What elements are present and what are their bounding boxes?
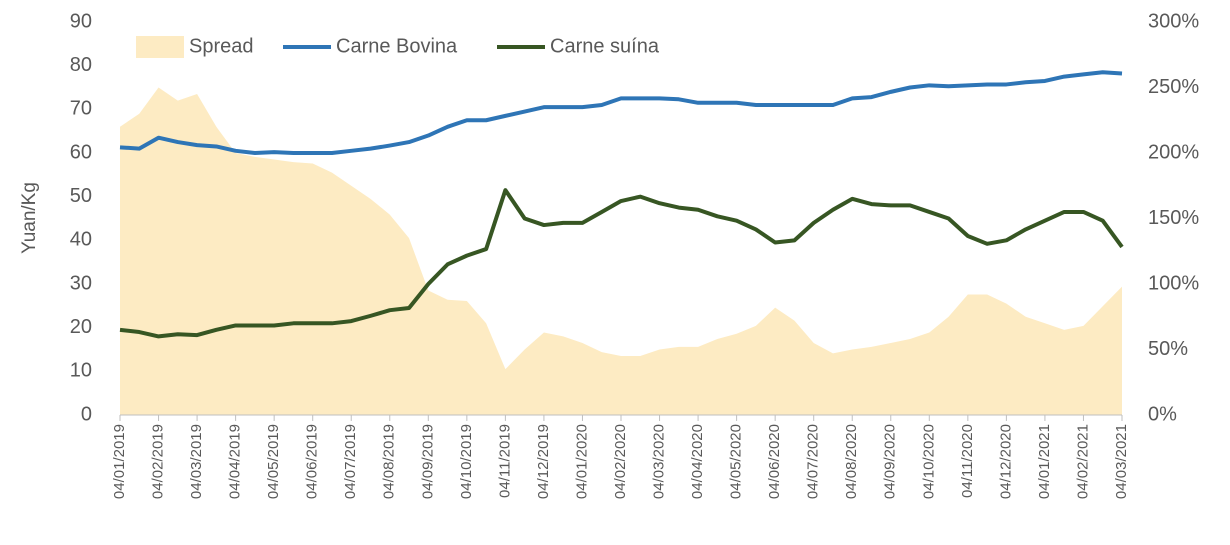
x-tick-label: 04/01/2021 [1036,424,1053,499]
y-axis-label: Yuan/Kg [19,182,40,254]
x-tick-label: 04/09/2019 [419,424,436,499]
y-tick-label: 10 [70,360,92,382]
x-tick-label: 04/02/2021 [1074,424,1091,499]
x-tick-label: 04/05/2019 [265,424,282,499]
x-tick-label: 04/07/2020 [805,424,822,499]
x-tick-label: 04/07/2019 [342,424,359,499]
y-tick-label: 20 [70,316,92,338]
x-tick-label: 04/10/2020 [920,424,937,499]
x-tick-label: 04/01/2019 [111,424,128,499]
x-tick-label: 04/02/2019 [150,424,167,499]
y2-tick-label: 300% [1148,10,1199,32]
legend-label: Carne suína [550,35,660,57]
y-tick-label: 30 [70,272,92,294]
x-tick-label: 04/12/2019 [535,424,552,499]
x-tick-label: 04/05/2020 [728,424,745,499]
x-tick-label: 04/11/2019 [496,424,513,498]
y-tick-label: 50 [70,185,92,207]
x-tick-label: 04/09/2020 [882,424,899,499]
x-tick-label: 04/06/2019 [304,424,321,499]
y2-tick-label: 100% [1148,272,1199,294]
x-tick-label: 04/08/2020 [843,424,860,499]
x-tick-label: 04/11/2020 [959,424,976,498]
x-tick-label: 04/04/2019 [227,424,244,499]
area [120,87,1122,415]
y2-tick-label: 0% [1148,403,1177,425]
x-tick-label: 04/10/2019 [458,424,475,499]
y-tick-label: 0 [81,403,92,425]
legend-label: Spread [189,35,254,57]
x-tick-label: 04/08/2019 [381,424,398,499]
x-tick-label: 04/04/2020 [689,424,706,499]
x-tick-label: 04/12/2020 [997,424,1014,499]
y-tick-label: 40 [70,229,92,251]
x-tick-label: 04/01/2020 [573,424,590,499]
y2-tick-label: 250% [1148,76,1199,98]
line [119,188,1124,339]
y-tick-label: 80 [70,54,92,76]
x-tick-label: 04/03/2019 [188,424,205,499]
y2-tick-label: 150% [1148,207,1199,229]
y-tick-label: 90 [70,10,92,32]
x-tick-label: 04/02/2020 [612,424,629,499]
legend-swatch [136,36,184,58]
y-tick-label: 60 [70,141,92,163]
x-tick-label: 04/03/2020 [651,424,668,499]
x-tick-label: 04/06/2020 [766,424,783,499]
line [119,70,1123,155]
y2-tick-label: 200% [1148,141,1199,163]
x-tick-label: 04/03/2021 [1113,424,1130,499]
legend-label: Carne Bovina [336,35,458,57]
y-tick-label: 70 [70,98,92,120]
y2-tick-label: 50% [1148,338,1188,360]
